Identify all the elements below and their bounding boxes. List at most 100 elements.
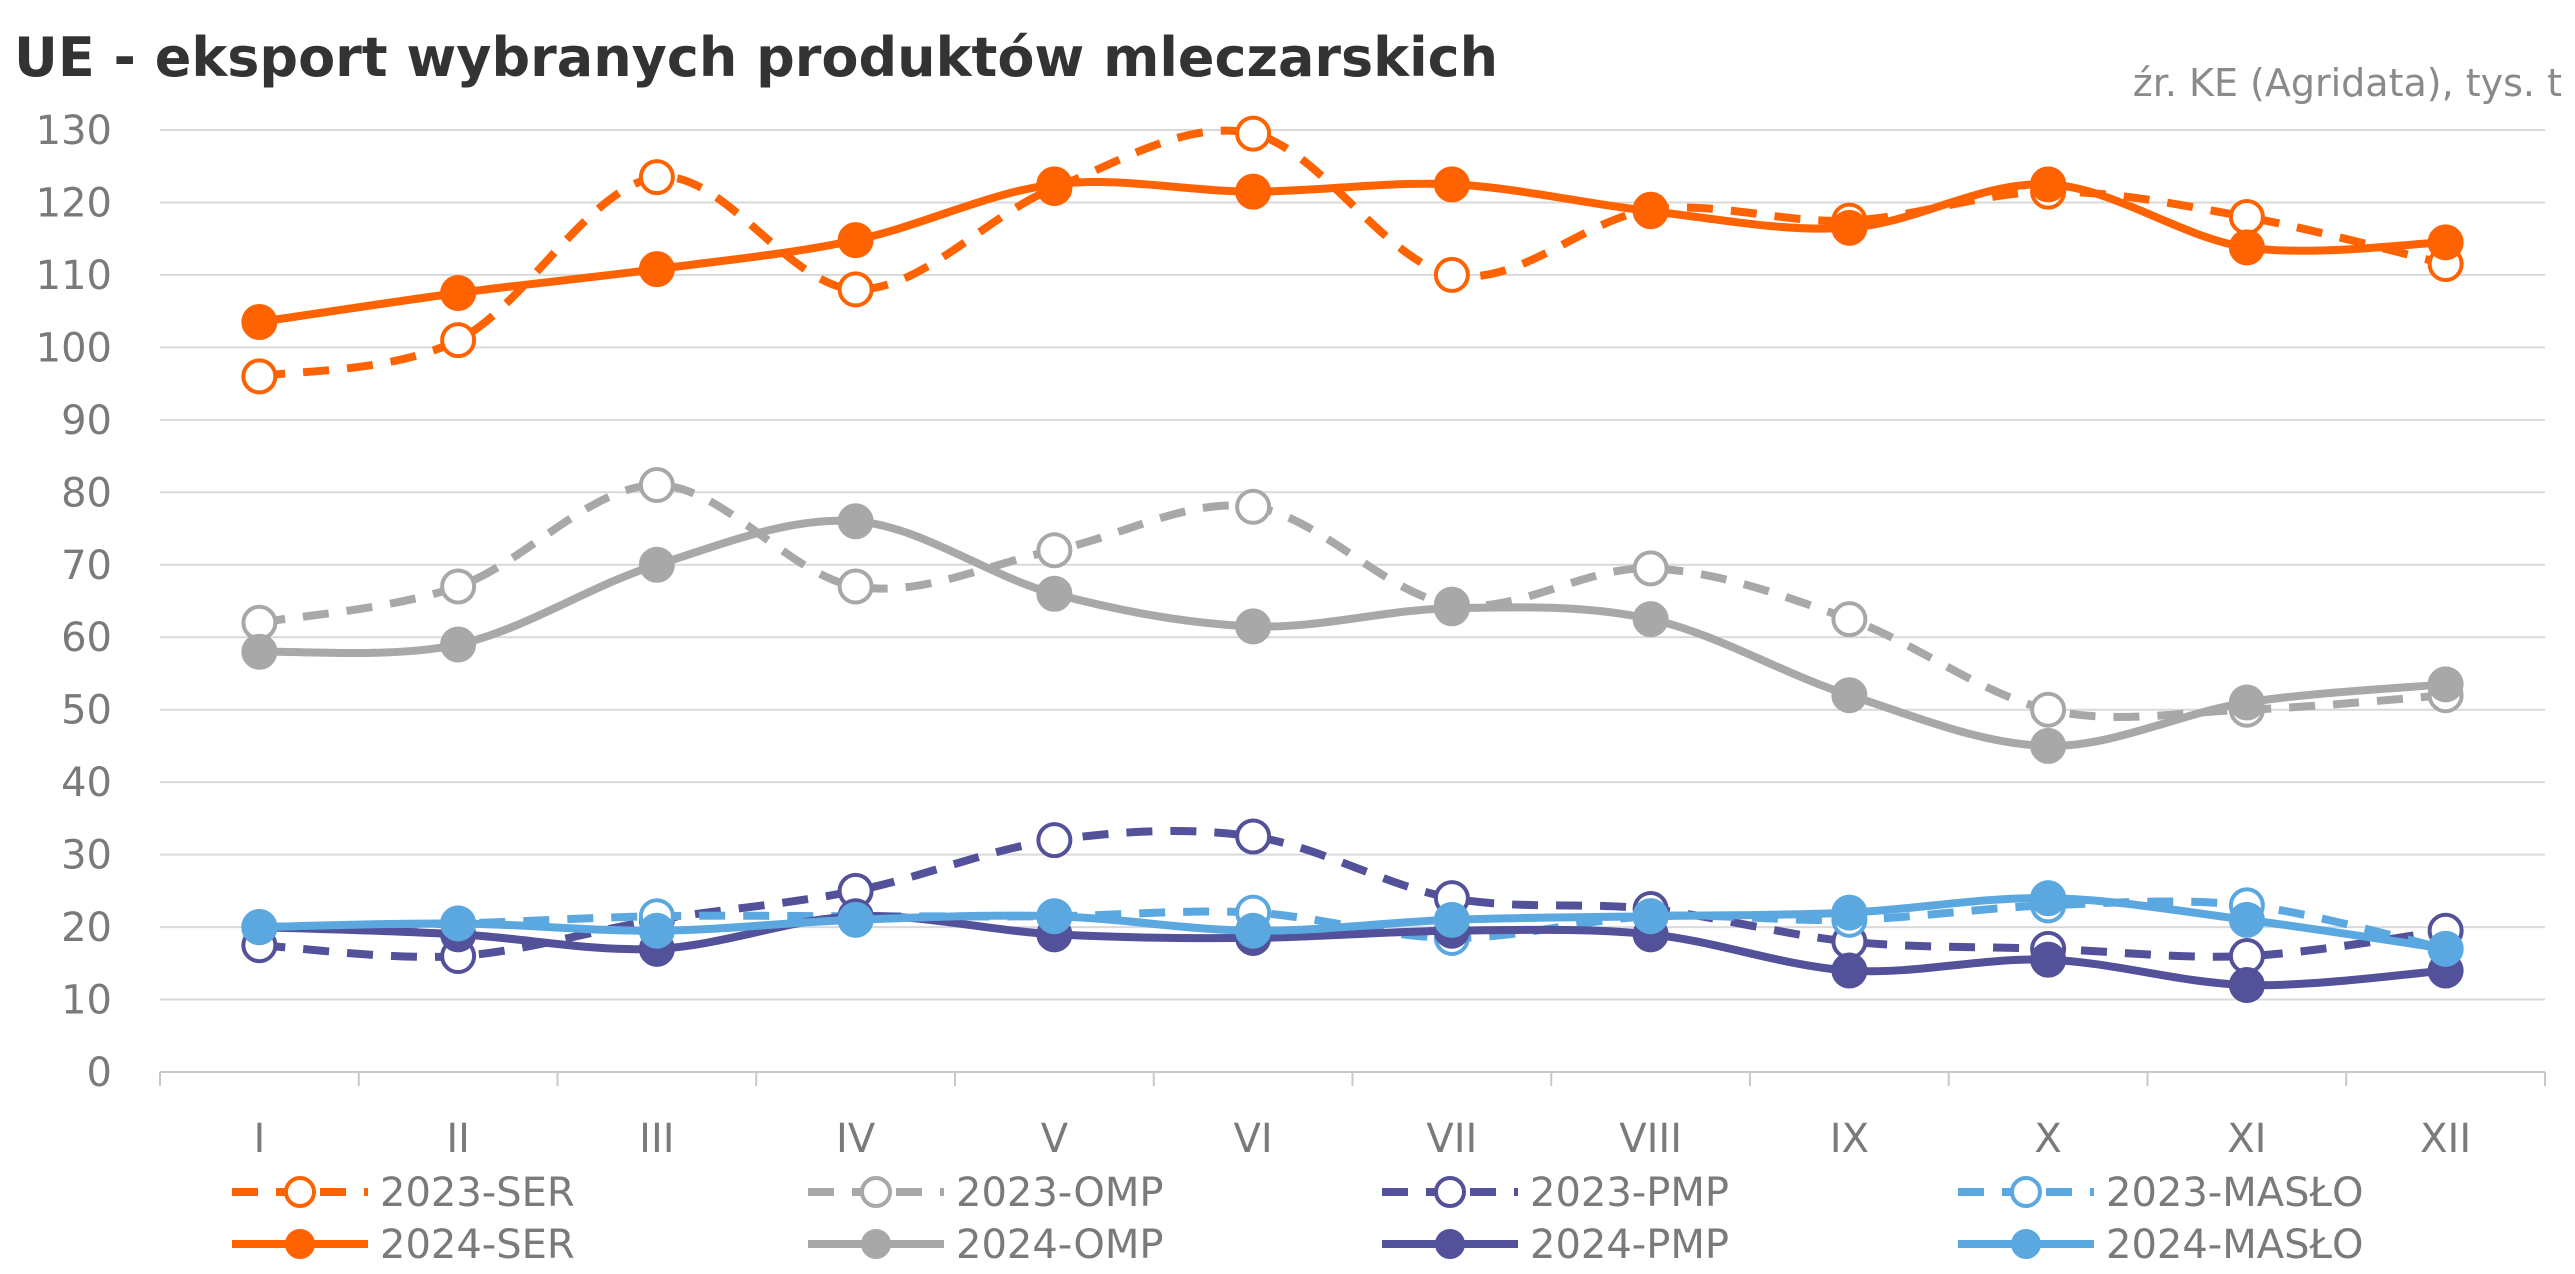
data-point-2024-ser <box>638 251 675 288</box>
data-point-2024-omp <box>2228 684 2265 721</box>
data-point-2024-omp <box>1433 590 1470 627</box>
data-point-2023-omp <box>440 568 477 605</box>
data-point-2023-ser <box>241 358 278 395</box>
legend-label: 2024-MASŁO <box>2106 1222 2363 1268</box>
y-tick-label: 80 <box>61 470 112 516</box>
legend: 2023-SER 2023-OMP 2023-PMP 2023-MASŁO 2024-S… <box>232 1170 2363 1268</box>
data-point-2024-maslo <box>241 909 278 946</box>
legend-swatch-marker <box>860 1176 892 1208</box>
legend-swatch-marker <box>2010 1176 2042 1208</box>
data-point-2024-maslo <box>1433 901 1470 938</box>
data-point-2024-maslo <box>1831 894 1868 931</box>
legend-swatch-marker <box>284 1176 316 1208</box>
data-point-2024-maslo <box>1235 912 1272 949</box>
legend-item-2024-omp: 2024-OMP <box>808 1222 1163 1268</box>
data-point-2023-omp <box>2030 691 2067 728</box>
data-point-2024-pmp <box>2030 941 2067 978</box>
legend-item-2023-omp: 2023-OMP <box>808 1170 1163 1216</box>
x-tick-label: XI <box>2227 1116 2266 1162</box>
data-point-2024-maslo <box>440 905 477 942</box>
series-2024-omp <box>241 503 2464 764</box>
legend-label: 2024-OMP <box>956 1222 1163 1268</box>
data-point-2024-omp <box>638 546 675 583</box>
chart-title: UE - eksport wybranych produktów mleczar… <box>14 26 1498 89</box>
data-point-2024-ser <box>837 222 874 259</box>
series-2024-ser <box>241 166 2464 341</box>
x-tick-label: VI <box>1234 1116 1273 1162</box>
y-axis-tick-labels: 0 10 20 30 40 50 60 70 80 90 100 110 120 130 <box>36 108 112 1096</box>
x-tick-label: VIII <box>1619 1116 1682 1162</box>
data-point-2023-omp <box>1632 550 1669 587</box>
legend-swatch-marker <box>2011 1229 2041 1259</box>
data-point-2023-ser <box>638 159 675 196</box>
series-line-2023-pmp <box>259 826 2447 961</box>
data-point-2024-pmp <box>2228 967 2265 1004</box>
x-tick-label: XII <box>2420 1116 2471 1162</box>
data-point-2023-omp <box>1831 601 1868 638</box>
data-point-2024-omp <box>2030 727 2067 764</box>
series-line-2024-ser <box>255 177 2450 326</box>
data-point-2024-ser <box>2427 224 2464 261</box>
series-lines <box>241 115 2464 1004</box>
legend-label: 2024-PMP <box>1530 1222 1729 1268</box>
legend-item-2024-ser: 2024-SER <box>232 1222 575 1268</box>
legend-label: 2023-OMP <box>956 1170 1163 1216</box>
x-tick-label: I <box>253 1116 265 1162</box>
x-axis-tick-labels: I II III IV V VI VII VIII IX X XI XII <box>253 1116 2471 1162</box>
data-point-2024-pmp <box>1831 952 1868 989</box>
data-point-2023-omp <box>1036 532 1073 569</box>
legend-item-2023-pmp: 2023-PMP <box>1382 1170 1729 1216</box>
data-point-2023-pmp <box>1235 818 1272 855</box>
y-tick-label: 60 <box>61 615 112 661</box>
data-point-2023-ser <box>1433 256 1470 293</box>
data-point-2024-ser <box>440 275 477 312</box>
data-point-2024-omp <box>837 503 874 540</box>
data-point-2024-ser <box>2228 229 2265 266</box>
y-tick-label: 50 <box>61 688 112 734</box>
series-line-2024-pmp <box>255 911 2450 990</box>
data-point-2024-ser <box>241 304 278 341</box>
data-point-2024-ser <box>1831 209 1868 246</box>
legend-swatch-marker <box>1435 1229 1465 1259</box>
data-point-2024-ser <box>1433 166 1470 203</box>
y-tick-label: 120 <box>36 180 112 226</box>
series-line-2024-maslo <box>255 894 2450 953</box>
data-point-2023-ser <box>1235 115 1272 152</box>
y-tick-label: 70 <box>61 543 112 589</box>
series-line-2023-maslo <box>259 897 2447 953</box>
data-point-2024-maslo <box>837 901 874 938</box>
data-point-2024-maslo <box>2427 930 2464 967</box>
x-tick-label: IV <box>836 1116 876 1162</box>
y-tick-label: 100 <box>36 325 112 371</box>
y-tick-label: 40 <box>61 760 112 806</box>
data-point-2024-ser <box>2030 166 2067 203</box>
y-tick-label: 90 <box>61 398 112 444</box>
data-point-2024-omp <box>1235 608 1272 645</box>
x-axis <box>159 1071 2546 1086</box>
legend-label: 2023-PMP <box>1530 1170 1729 1216</box>
y-tick-label: 130 <box>36 108 112 154</box>
data-point-2024-maslo <box>1632 898 1669 935</box>
legend-label: 2023-SER <box>380 1170 575 1216</box>
x-tick-label: V <box>1041 1116 1069 1162</box>
legend-swatch-marker <box>285 1229 315 1259</box>
legend-swatch-marker <box>1434 1176 1466 1208</box>
data-point-2023-omp <box>638 467 675 504</box>
legend-item-2024-maslo: 2024-MASŁO <box>1958 1222 2363 1268</box>
data-point-2024-omp <box>1632 601 1669 638</box>
data-point-2023-omp <box>837 568 874 605</box>
x-tick-label: II <box>446 1116 470 1162</box>
gridlines <box>160 129 2545 1001</box>
series-line-2024-omp <box>255 516 2450 750</box>
legend-item-2023-ser: 2023-SER <box>232 1170 575 1216</box>
data-point-2023-ser <box>837 271 874 308</box>
legend-label: 2023-MASŁO <box>2106 1170 2363 1216</box>
chart-source: źr. KE (Agridata), tys. t <box>2133 61 2562 105</box>
data-point-2024-maslo <box>2030 880 2067 917</box>
y-tick-label: 30 <box>61 833 112 879</box>
y-tick-label: 10 <box>61 978 112 1024</box>
data-point-2024-omp <box>1831 677 1868 714</box>
data-point-2024-omp <box>241 633 278 670</box>
data-point-2024-maslo <box>638 912 675 949</box>
